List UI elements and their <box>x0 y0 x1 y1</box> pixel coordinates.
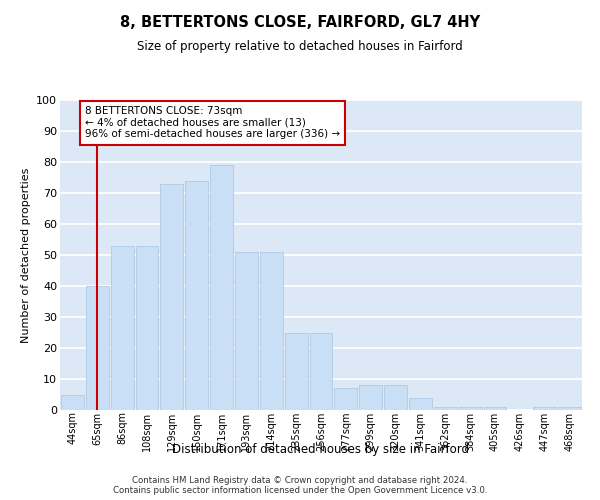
Y-axis label: Number of detached properties: Number of detached properties <box>20 168 31 342</box>
Bar <box>434 407 457 410</box>
Bar <box>136 246 158 410</box>
Bar <box>210 165 233 410</box>
Bar <box>334 388 357 410</box>
Bar <box>359 385 382 410</box>
Bar <box>558 407 581 410</box>
Text: 8, BETTERTONS CLOSE, FAIRFORD, GL7 4HY: 8, BETTERTONS CLOSE, FAIRFORD, GL7 4HY <box>120 15 480 30</box>
Bar <box>185 180 208 410</box>
Bar <box>484 407 506 410</box>
Bar <box>235 252 258 410</box>
Text: 8 BETTERTONS CLOSE: 73sqm
← 4% of detached houses are smaller (13)
96% of semi-d: 8 BETTERTONS CLOSE: 73sqm ← 4% of detach… <box>85 106 340 140</box>
Bar <box>160 184 183 410</box>
Bar <box>86 286 109 410</box>
Text: Distribution of detached houses by size in Fairford: Distribution of detached houses by size … <box>173 442 470 456</box>
Bar <box>260 252 283 410</box>
Bar <box>459 407 482 410</box>
Bar <box>310 332 332 410</box>
Text: Size of property relative to detached houses in Fairford: Size of property relative to detached ho… <box>137 40 463 53</box>
Bar <box>384 385 407 410</box>
Bar <box>409 398 432 410</box>
Bar <box>111 246 134 410</box>
Bar <box>533 407 556 410</box>
Bar <box>61 394 84 410</box>
Text: Contains HM Land Registry data © Crown copyright and database right 2024.
Contai: Contains HM Land Registry data © Crown c… <box>113 476 487 495</box>
Bar <box>285 332 308 410</box>
